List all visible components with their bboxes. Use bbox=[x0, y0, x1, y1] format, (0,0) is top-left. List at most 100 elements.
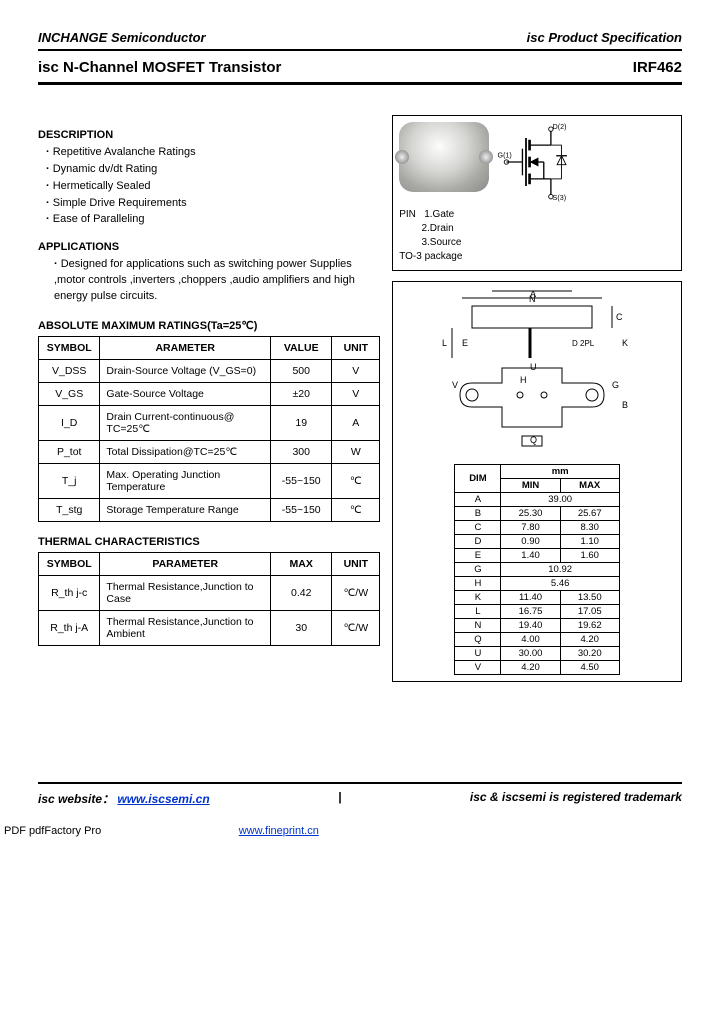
cell: V_DSS bbox=[39, 360, 100, 383]
th: UNIT bbox=[332, 337, 380, 360]
cell: 1.60 bbox=[560, 549, 619, 563]
list-item: Hermetically Sealed bbox=[46, 179, 380, 194]
table-row: V4.204.50 bbox=[455, 661, 619, 675]
table-row: V_DSSDrain-Source Voltage (V_GS=0)500V bbox=[39, 360, 380, 383]
part-number: IRF462 bbox=[633, 59, 682, 76]
cell: 13.50 bbox=[560, 591, 619, 605]
package-photo bbox=[399, 122, 489, 192]
pin-item: 1.Gate bbox=[424, 209, 454, 220]
cell: Storage Temperature Range bbox=[100, 499, 271, 522]
cell: Max. Operating Junction Temperature bbox=[100, 464, 271, 499]
cell: A bbox=[455, 493, 501, 507]
list-item: Ease of Paralleling bbox=[46, 212, 380, 227]
cell: V bbox=[455, 661, 501, 675]
right-column: D(2) G(1) S(3) PIN 1.Gate 2.Drain 3.Sour… bbox=[392, 115, 682, 692]
cell: 4.20 bbox=[560, 633, 619, 647]
cell: 4.00 bbox=[501, 633, 560, 647]
package-name: TO-3 package bbox=[399, 251, 462, 262]
table-row: I_DDrain Current-continuous@ TC=25℃19A bbox=[39, 406, 380, 441]
table-row: H5.46 bbox=[455, 577, 619, 591]
cell: ℃/W bbox=[332, 611, 380, 646]
table-row: R_th j-AThermal Resistance,Junction to A… bbox=[39, 611, 380, 646]
cell: 300 bbox=[271, 441, 332, 464]
cell: Drain Current-continuous@ TC=25℃ bbox=[100, 406, 271, 441]
cell: C bbox=[455, 521, 501, 535]
cell: 1.40 bbox=[501, 549, 560, 563]
cell: 16.75 bbox=[501, 605, 560, 619]
cell: 500 bbox=[271, 360, 332, 383]
cell: 25.30 bbox=[501, 507, 560, 521]
cell: 30 bbox=[271, 611, 332, 646]
cell: 5.46 bbox=[501, 577, 619, 591]
pdf-link[interactable]: www.fineprint.cn bbox=[239, 825, 319, 837]
cell: 1.10 bbox=[560, 535, 619, 549]
cell: L bbox=[455, 605, 501, 619]
cell: D bbox=[455, 535, 501, 549]
description-list: Repetitive Avalanche Ratings Dynamic dv/… bbox=[38, 145, 380, 227]
title-row: isc N-Channel MOSFET Transistor IRF462 bbox=[38, 51, 682, 85]
cell: 11.40 bbox=[501, 591, 560, 605]
pin-list: PIN 1.Gate 2.Drain 3.Source TO-3 package bbox=[399, 208, 675, 264]
table-row: Q4.004.20 bbox=[455, 633, 619, 647]
cell: 17.05 bbox=[560, 605, 619, 619]
website-section: isc website： www.iscsemi.cn bbox=[38, 790, 210, 807]
thermal-heading: THERMAL CHARACTERISTICS bbox=[38, 536, 380, 548]
th: UNIT bbox=[332, 553, 380, 576]
cell: B bbox=[455, 507, 501, 521]
pdf-footer: PDF pdfFactory Pro www.fineprint.cn bbox=[0, 817, 720, 837]
cell: 30.00 bbox=[501, 647, 560, 661]
list-item: Repetitive Avalanche Ratings bbox=[46, 145, 380, 160]
cell: R_th j-A bbox=[39, 611, 100, 646]
thermal-table: SYMBOL PARAMETER MAX UNIT R_th j-cTherma… bbox=[38, 552, 380, 646]
cell: Drain-Source Voltage (V_GS=0) bbox=[100, 360, 271, 383]
table-row: V_GSGate-Source Voltage±20V bbox=[39, 383, 380, 406]
cell: U bbox=[455, 647, 501, 661]
cell: 30.20 bbox=[560, 647, 619, 661]
cell: E bbox=[455, 549, 501, 563]
amr-table: SYMBOL ARAMETER VALUE UNIT V_DSSDrain-So… bbox=[38, 336, 380, 522]
cell: Gate-Source Voltage bbox=[100, 383, 271, 406]
pin-item: 3.Source bbox=[421, 237, 461, 248]
cell: -55~150 bbox=[271, 499, 332, 522]
table-row: T_stgStorage Temperature Range-55~150℃ bbox=[39, 499, 380, 522]
th: mm bbox=[501, 465, 619, 479]
cell: H bbox=[455, 577, 501, 591]
amr-heading: ABSOLUTE MAXIMUM RATINGS(Ta=25℃) bbox=[38, 319, 380, 332]
cell: V bbox=[332, 360, 380, 383]
pdf-generator: PDF pdfFactory Pro bbox=[4, 825, 101, 837]
table-row: N19.4019.62 bbox=[455, 619, 619, 633]
table-row: D0.901.10 bbox=[455, 535, 619, 549]
pinout-box: D(2) G(1) S(3) PIN 1.Gate 2.Drain 3.Sour… bbox=[392, 115, 682, 271]
header: INCHANGE Semiconductor isc Product Speci… bbox=[38, 30, 682, 51]
cell: V_GS bbox=[39, 383, 100, 406]
svg-text:U: U bbox=[530, 362, 537, 372]
list-item: Simple Drive Requirements bbox=[46, 196, 380, 211]
footer: isc website： www.iscsemi.cn | isc & iscs… bbox=[38, 782, 682, 807]
svg-text:G(1): G(1) bbox=[498, 152, 512, 160]
svg-text:D 2PL: D 2PL bbox=[572, 339, 595, 348]
table-row: U30.0030.20 bbox=[455, 647, 619, 661]
website-label: isc website： bbox=[38, 792, 114, 806]
svg-text:G: G bbox=[612, 380, 619, 390]
product-title: isc N-Channel MOSFET Transistor bbox=[38, 59, 281, 76]
cell: ±20 bbox=[271, 383, 332, 406]
company-name: INCHANGE Semiconductor bbox=[38, 30, 206, 45]
table-row: E1.401.60 bbox=[455, 549, 619, 563]
cell: V bbox=[332, 383, 380, 406]
cell: I_D bbox=[39, 406, 100, 441]
cell: -55~150 bbox=[271, 464, 332, 499]
svg-text:L: L bbox=[442, 338, 447, 348]
cell: 10.92 bbox=[501, 563, 619, 577]
svg-text:V: V bbox=[452, 380, 458, 390]
cell: 8.30 bbox=[560, 521, 619, 535]
cell: 4.50 bbox=[560, 661, 619, 675]
th: MAX bbox=[560, 479, 619, 493]
th: DIM bbox=[455, 465, 501, 493]
cell: Q bbox=[455, 633, 501, 647]
svg-text:E: E bbox=[462, 338, 468, 348]
website-link[interactable]: www.iscsemi.cn bbox=[117, 792, 209, 806]
table-row: L16.7517.05 bbox=[455, 605, 619, 619]
th: MAX bbox=[271, 553, 332, 576]
svg-text:C: C bbox=[616, 312, 623, 322]
th: ARAMETER bbox=[100, 337, 271, 360]
